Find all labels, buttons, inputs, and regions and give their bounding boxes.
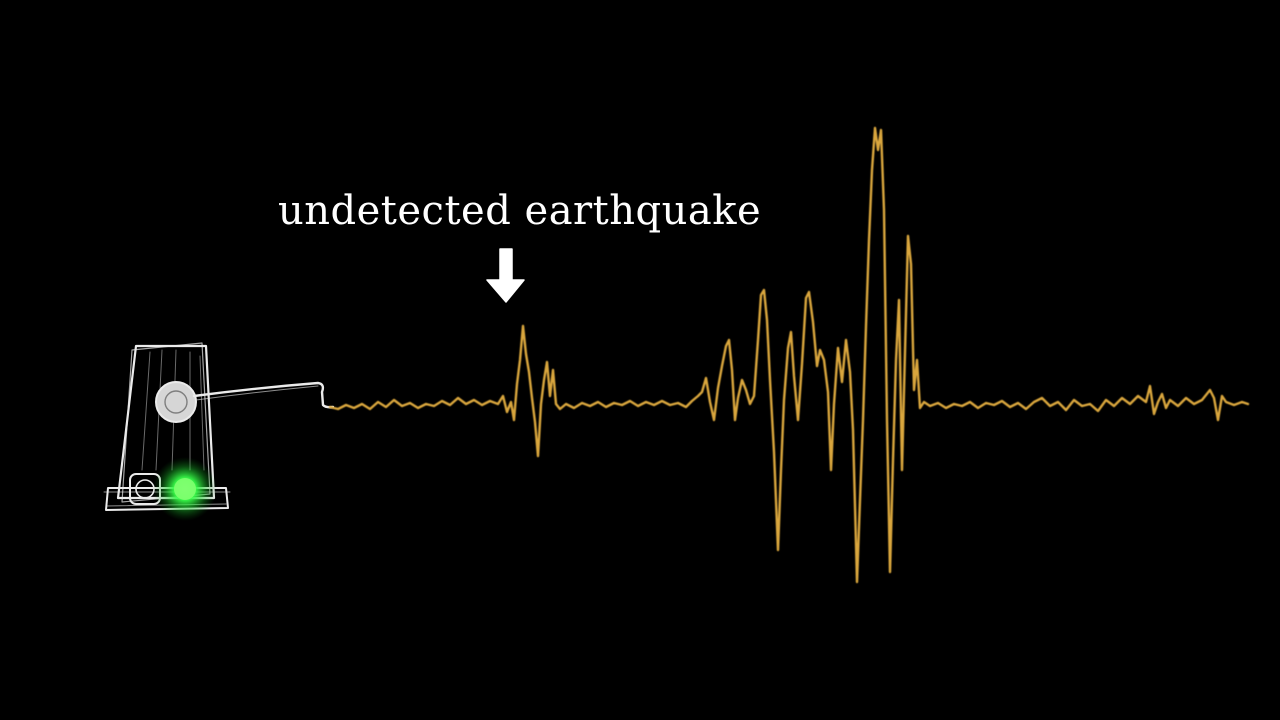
seismic-trace <box>328 126 1250 584</box>
green-indicator-light-icon <box>153 457 217 521</box>
seismometer-sketch-icon <box>103 342 335 511</box>
down-arrow-icon <box>486 248 525 303</box>
annotation-label: undetected earthquake <box>278 188 762 234</box>
